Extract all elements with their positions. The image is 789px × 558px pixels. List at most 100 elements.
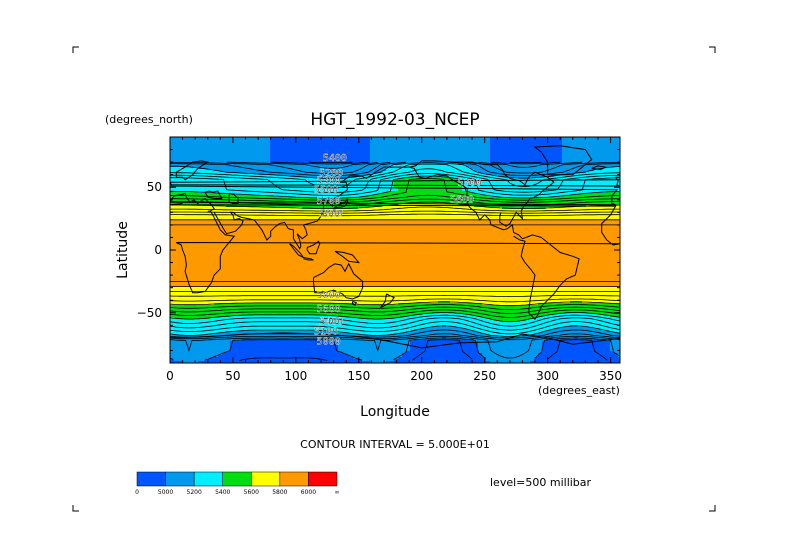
band-cell	[482, 193, 487, 196]
band-cell	[402, 191, 407, 194]
band-cell	[478, 151, 483, 154]
band-cell	[446, 137, 451, 140]
band-cell	[306, 211, 311, 214]
chart-title: HGT_1992-03_NCEP	[310, 110, 479, 130]
band-cell	[446, 145, 451, 148]
band-cell	[366, 145, 371, 148]
band-cell	[454, 195, 459, 198]
band-cell	[306, 161, 311, 164]
band-cell	[546, 195, 551, 198]
band-cell	[506, 147, 511, 150]
band-cell	[306, 185, 311, 188]
band-cell	[326, 169, 331, 172]
band-cell	[574, 161, 579, 164]
band-cell	[594, 161, 599, 164]
band-cell	[298, 199, 303, 202]
band-cell	[246, 187, 251, 190]
band-cell	[222, 155, 227, 158]
band-cell	[478, 181, 483, 184]
band-cell	[194, 175, 199, 178]
band-cell	[430, 171, 435, 174]
band-cell	[550, 167, 555, 170]
band-cell	[330, 181, 335, 184]
band-cell	[298, 181, 303, 184]
band-cell	[482, 221, 487, 224]
band-cell	[194, 213, 199, 216]
band-cell	[222, 203, 227, 206]
band-cell	[478, 169, 483, 172]
band-cell	[306, 163, 311, 166]
band-cell	[602, 137, 607, 140]
band-cell	[462, 221, 467, 224]
band-cell	[366, 185, 371, 188]
band-cell	[342, 171, 347, 174]
band-cell	[306, 141, 311, 144]
band-cell	[238, 171, 243, 174]
band-cell	[206, 171, 211, 174]
band-cell	[386, 193, 391, 196]
band-cell	[498, 191, 503, 194]
band-cell	[582, 195, 587, 198]
band-cell	[458, 137, 463, 140]
band-cell	[370, 147, 375, 150]
band-cell	[530, 143, 535, 146]
band-cell	[346, 213, 351, 216]
band-cell	[514, 137, 519, 140]
band-cell	[302, 197, 307, 200]
band-cell	[382, 161, 387, 164]
band-cell	[454, 205, 459, 208]
band-cell	[594, 139, 599, 142]
band-cell	[582, 177, 587, 180]
band-cell	[298, 137, 303, 140]
band-cell	[554, 167, 559, 170]
band-cell	[338, 223, 343, 226]
band-cell	[402, 163, 407, 166]
band-cell	[522, 141, 527, 144]
band-cell	[382, 153, 387, 156]
band-cell	[462, 165, 467, 168]
band-cell	[418, 205, 423, 208]
band-cell	[510, 217, 515, 220]
band-cell	[346, 205, 351, 208]
band-cell	[278, 197, 283, 200]
band-cell	[326, 223, 331, 226]
band-cell	[414, 181, 419, 184]
band-cell	[398, 141, 403, 144]
band-cell	[226, 143, 231, 146]
band-cell	[346, 163, 351, 166]
band-cell	[310, 145, 315, 148]
band-cell	[226, 177, 231, 180]
band-cell	[262, 157, 267, 160]
band-cell	[418, 169, 423, 172]
band-cell	[446, 183, 451, 186]
band-cell	[314, 221, 319, 224]
band-cell	[506, 149, 511, 152]
band-cell	[182, 197, 187, 200]
band-cell	[334, 183, 339, 186]
band-cell	[274, 201, 279, 204]
band-cell	[566, 181, 571, 184]
band-cell	[434, 215, 439, 218]
band-cell	[190, 159, 195, 162]
band-cell	[402, 151, 407, 154]
band-cell	[554, 211, 559, 214]
band-cell	[266, 193, 271, 196]
band-cell	[462, 189, 467, 192]
band-cell	[390, 177, 395, 180]
band-cell	[354, 221, 359, 224]
band-cell	[238, 147, 243, 150]
band-cell	[290, 223, 295, 226]
band-cell	[282, 155, 287, 158]
band-cell	[466, 191, 471, 194]
band-cell	[530, 221, 535, 224]
band-cell	[190, 189, 195, 192]
band-cell	[518, 143, 523, 146]
band-cell	[362, 187, 367, 190]
band-cell	[202, 203, 207, 206]
band-cell	[250, 187, 255, 190]
band-cell	[574, 195, 579, 198]
band-cell	[390, 203, 395, 206]
band-cell	[390, 205, 395, 208]
band-cell	[254, 165, 259, 168]
band-cell	[190, 199, 195, 202]
